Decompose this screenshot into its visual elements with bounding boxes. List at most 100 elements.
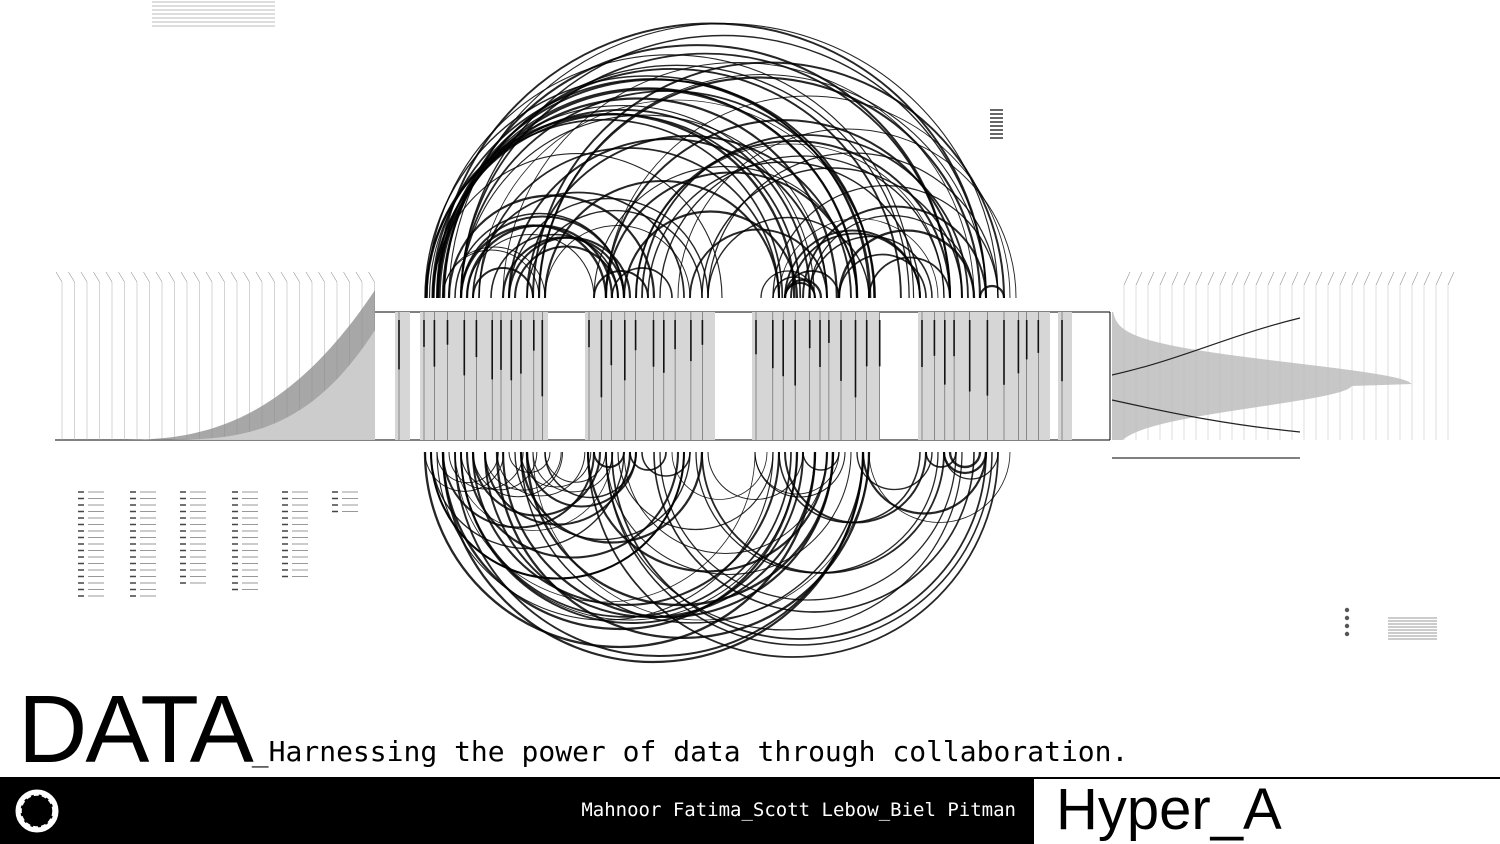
poster-subtitle: _Harnessing the power of data through co…: [251, 735, 1129, 768]
left-guide-tick: [355, 271, 363, 283]
lower-arc: [484, 451, 562, 491]
right-guide-tick: [1423, 271, 1431, 286]
upper-arc: [478, 99, 876, 299]
right-guide-tick: [1147, 271, 1155, 286]
right-guide-tick: [1231, 271, 1239, 286]
left-guide-tick: [55, 271, 63, 283]
upper-arc: [501, 236, 626, 299]
legend-dot: [1344, 607, 1350, 613]
right-guide-tick: [1315, 271, 1323, 286]
right-guide-tick: [1183, 271, 1191, 286]
upper-arc: [978, 284, 1006, 299]
upper-arc: [783, 278, 823, 299]
left-area-chart: [55, 271, 380, 441]
right-guide-tick: [1339, 271, 1347, 286]
lower-arc: [802, 451, 840, 471]
right-guide-tick: [1195, 271, 1203, 286]
upper-arc: [605, 95, 1011, 299]
upper-arc: [471, 267, 535, 299]
upper-arc: [432, 153, 723, 299]
right-guide-tick: [1267, 271, 1275, 286]
lower-arc: [778, 451, 921, 524]
right-trend-down: [1111, 399, 1301, 433]
lower-arc: [592, 451, 626, 468]
right-guide-tick: [1123, 271, 1131, 286]
legend-dot: [1344, 631, 1350, 637]
divider-line: [0, 777, 1500, 779]
lower-arc: [460, 451, 538, 491]
upper-arc: [634, 139, 952, 299]
upper-arc: [441, 68, 902, 299]
left-guide-tick: [93, 271, 100, 283]
lower-arc: [629, 451, 667, 471]
upper-arc: [490, 233, 619, 299]
lower-arc: [520, 451, 592, 488]
right-guide-tick: [1375, 271, 1383, 286]
left-guide-tick: [218, 271, 225, 283]
lower-arc: [925, 451, 957, 468]
right-guide-tick: [1159, 271, 1167, 286]
right-guide-tick: [1255, 271, 1263, 286]
left-guide-tick: [305, 271, 313, 283]
right-guide-tick: [1171, 271, 1179, 286]
upper-arc: [424, 118, 784, 299]
lower-arc: [423, 451, 817, 649]
lower-arc: [448, 451, 524, 490]
lower-arcs: [423, 451, 1011, 664]
upper-arc: [659, 155, 945, 299]
left-guide-tick: [268, 271, 275, 283]
lower-arc: [948, 451, 982, 469]
upper-arc: [611, 267, 673, 299]
lower-arc: [525, 451, 835, 607]
lower-arc: [514, 451, 691, 541]
lower-arc: [586, 451, 829, 573]
upper-arc: [689, 228, 828, 299]
right-guide-tick: [1363, 271, 1371, 286]
authors-line: Mahnoor Fatima_Scott Lebow_Biel Pitman: [581, 799, 1016, 821]
upper-arcs: [424, 22, 1017, 299]
right-distribution-chart: [1109, 271, 1455, 459]
upper-arc: [502, 62, 975, 299]
lower-arc: [454, 451, 613, 531]
upper-arc: [478, 147, 780, 299]
arc-diagram-visualization: [55, 1, 1455, 664]
upper-arc: [593, 270, 649, 299]
lower-arc: [605, 451, 963, 631]
right-guide-tick: [1411, 271, 1419, 286]
central-data-band: [375, 311, 1110, 441]
right-guide-tick: [1243, 271, 1251, 286]
brand-name: Hyper_A: [1056, 777, 1282, 842]
upper-arc: [760, 270, 816, 299]
upper-arc: [443, 43, 952, 299]
right-guide-tick: [1435, 271, 1443, 286]
right-guide-tick: [1327, 271, 1335, 286]
band-block: [918, 312, 1050, 440]
lower-arc: [605, 451, 852, 576]
small-data-tables: [78, 1, 1437, 640]
right-guide-tick: [1135, 271, 1143, 286]
lower-arc: [441, 451, 865, 664]
left-guide-tick: [180, 271, 188, 283]
upper-arc: [537, 76, 982, 299]
lower-arc: [501, 451, 835, 619]
lower-arc: [623, 451, 828, 554]
lower-arc: [525, 451, 638, 508]
upper-arc: [432, 113, 802, 299]
lower-arc: [754, 451, 840, 495]
poster-title: DATA: [18, 676, 254, 783]
lower-arc: [436, 451, 499, 483]
lower-arc: [441, 451, 799, 631]
left-guide-tick: [105, 271, 113, 283]
right-distribution-shape: [1112, 312, 1412, 440]
upper-arc: [460, 34, 987, 299]
right-guide-tick: [1351, 271, 1359, 286]
left-guide-tick: [205, 271, 213, 283]
lower-arc: [508, 451, 551, 473]
lower-arc: [472, 451, 564, 498]
upper-arc: [837, 229, 976, 299]
lower-arc: [496, 451, 586, 497]
left-guide-tick: [118, 271, 125, 283]
upper-arc: [426, 54, 915, 299]
lower-arc: [495, 451, 871, 640]
lower-arc: [429, 451, 686, 580]
